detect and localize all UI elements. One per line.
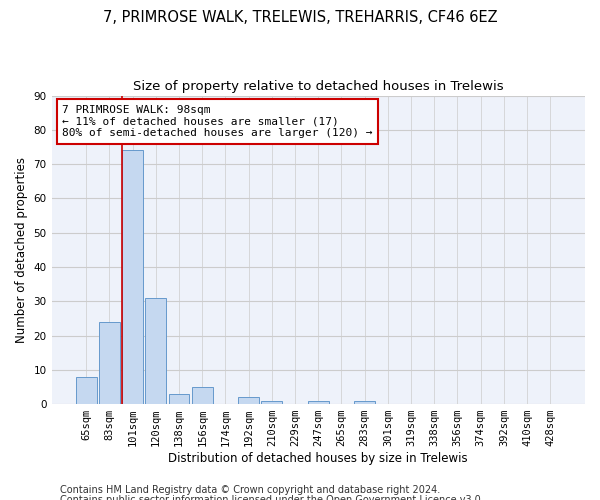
Text: Contains public sector information licensed under the Open Government Licence v3: Contains public sector information licen…: [60, 495, 484, 500]
Bar: [122, 150, 143, 404]
Bar: [238, 397, 259, 404]
Bar: [262, 400, 283, 404]
Bar: [192, 387, 212, 404]
Text: Contains HM Land Registry data © Crown copyright and database right 2024.: Contains HM Land Registry data © Crown c…: [60, 485, 440, 495]
Bar: [99, 322, 120, 404]
Y-axis label: Number of detached properties: Number of detached properties: [15, 157, 28, 343]
Bar: [308, 400, 329, 404]
Bar: [169, 394, 190, 404]
Text: 7 PRIMROSE WALK: 98sqm
← 11% of detached houses are smaller (17)
80% of semi-det: 7 PRIMROSE WALK: 98sqm ← 11% of detached…: [62, 105, 373, 138]
Text: 7, PRIMROSE WALK, TRELEWIS, TREHARRIS, CF46 6EZ: 7, PRIMROSE WALK, TRELEWIS, TREHARRIS, C…: [103, 10, 497, 25]
Bar: [76, 376, 97, 404]
Bar: [354, 400, 375, 404]
Title: Size of property relative to detached houses in Trelewis: Size of property relative to detached ho…: [133, 80, 503, 93]
X-axis label: Distribution of detached houses by size in Trelewis: Distribution of detached houses by size …: [169, 452, 468, 465]
Bar: [145, 298, 166, 404]
